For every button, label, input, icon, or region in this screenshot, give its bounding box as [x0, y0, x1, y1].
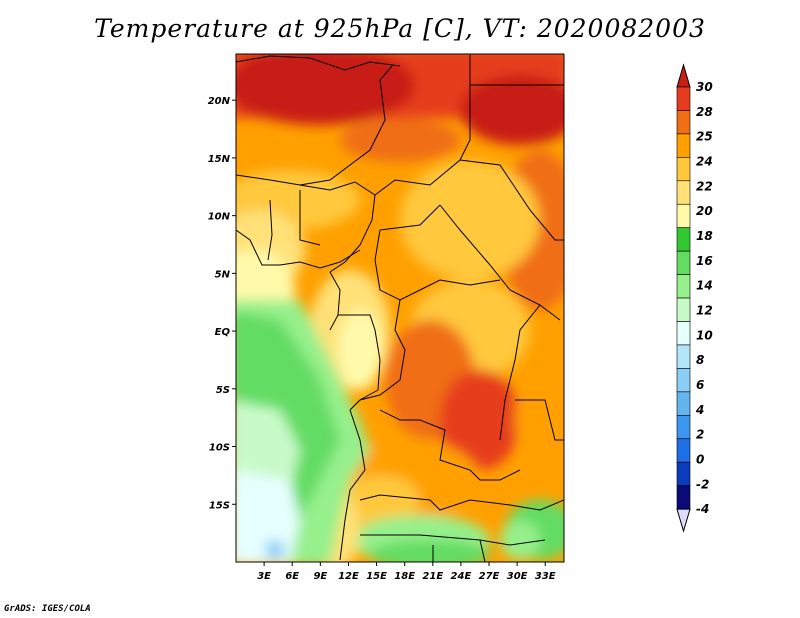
lon-tick-label: 21E	[422, 571, 443, 582]
colorbar-label: -2	[696, 477, 709, 491]
colorbar-label: 28	[696, 105, 713, 119]
map-title: Temperature at 925hPa [C], VT: 202008200…	[94, 14, 706, 43]
lat-tick-label: 5N	[215, 269, 231, 280]
colorbar-label: 22	[696, 179, 713, 193]
lat-tick-label: EQ	[215, 327, 231, 338]
colorbar-swatch	[676, 86, 691, 111]
colorbar-label: 14	[696, 279, 713, 293]
lat-tick-label: 15S	[209, 500, 230, 511]
lon-tick-label: 12E	[338, 571, 359, 582]
lon-tick-label: 6E	[285, 571, 299, 582]
colorbar-swatch	[676, 461, 691, 486]
latitude-axis: 20N 15N 10N 5N EQ 5S 10S 15S	[208, 96, 236, 511]
lon-tick-label: 3E	[257, 571, 271, 582]
colorbar-swatch	[676, 180, 691, 205]
colorbar-over-arrow	[676, 63, 691, 88]
colorbar-swatch	[676, 391, 691, 416]
colorbar-label: 18	[696, 229, 713, 243]
colorbar-swatch	[676, 227, 691, 252]
colorbar-label: 16	[696, 254, 713, 268]
lat-tick-label: 5S	[216, 385, 230, 396]
longitude-axis: 3E 6E 9E 12E 15E 18E 21E 24E 27E 30E 33E	[257, 562, 556, 582]
colorbar-label: 30	[696, 80, 713, 94]
colorbar-swatch	[676, 344, 691, 369]
temperature-field	[236, 54, 564, 562]
colorbar-under-arrow	[676, 508, 691, 533]
lon-tick-label: 30E	[507, 571, 528, 582]
lat-tick-label: 10S	[209, 443, 230, 454]
lat-tick-label: 10N	[208, 212, 231, 223]
colorbar-swatch	[676, 414, 691, 440]
lon-tick-label: 27E	[479, 571, 500, 582]
colorbar-swatch	[676, 297, 691, 322]
lon-tick-label: 33E	[535, 571, 556, 582]
colorbar-swatch	[676, 250, 691, 275]
lon-tick-label: 18E	[394, 571, 415, 582]
colorbar-swatch	[676, 157, 691, 182]
colorbar-label: 20	[696, 204, 713, 218]
colorbar-swatch	[676, 485, 691, 510]
colorbar-label: 10	[696, 328, 713, 342]
lon-tick-label: 15E	[366, 571, 387, 582]
colorbar-swatch	[676, 438, 691, 463]
colorbar-label: -4	[696, 502, 709, 516]
lon-tick-label: 24E	[451, 571, 472, 582]
colorbar-label: 8	[696, 353, 704, 367]
colorbar-label: 24	[696, 154, 713, 168]
colorbar-label: 2	[696, 428, 704, 442]
country-borders	[236, 55, 564, 562]
grads-credit: GrADS: IGES/COLA	[4, 604, 91, 614]
colorbar-label: 6	[696, 378, 704, 392]
colorbar-swatch	[676, 133, 691, 158]
colorbar-label: 25	[696, 130, 713, 144]
lat-tick-label: 20N	[208, 96, 231, 107]
lat-tick-label: 15N	[208, 154, 231, 165]
colorbar-swatch	[676, 321, 691, 346]
colorbar-label: 4	[695, 403, 704, 417]
map-frame	[235, 53, 565, 563]
colorbar-swatch	[676, 274, 691, 299]
colorbar-swatch	[676, 110, 691, 135]
colorbar-label: 12	[696, 303, 713, 317]
colorbar-label: 0	[696, 452, 704, 466]
lon-tick-label: 9E	[313, 571, 327, 582]
colorbar-swatch	[676, 368, 691, 393]
colorbar-swatch	[676, 203, 691, 229]
